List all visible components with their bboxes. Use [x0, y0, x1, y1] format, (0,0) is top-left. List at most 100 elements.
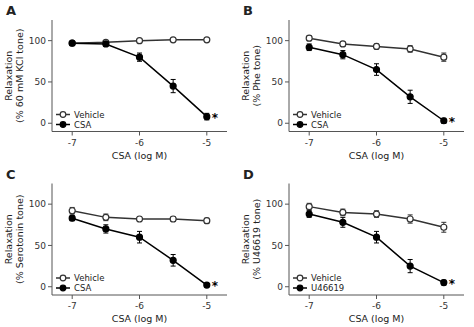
- panel: A050100-7-6-5CSA (log M)Relaxation(% 60 …: [3, 3, 227, 161]
- legend-marker: [60, 112, 66, 118]
- y-axis-line: [52, 20, 53, 132]
- y-tick: [48, 286, 52, 287]
- plot-area: [306, 35, 447, 124]
- point: [170, 83, 176, 89]
- panel-label: B: [243, 3, 253, 18]
- y-tick-label: 50: [272, 241, 284, 251]
- point: [170, 37, 176, 43]
- plot-area: [69, 207, 210, 288]
- point: [340, 209, 346, 215]
- point: [137, 54, 143, 60]
- legend: VehicleU46619: [293, 273, 344, 293]
- point: [407, 46, 413, 52]
- point: [407, 263, 413, 269]
- legend-label: CSA: [311, 120, 328, 130]
- x-tick: [72, 295, 73, 299]
- y-tick: [285, 245, 289, 246]
- series-line: [309, 47, 444, 121]
- panel-label: D: [243, 167, 254, 182]
- y-tick-label: 50: [35, 241, 47, 251]
- x-tick: [309, 295, 310, 299]
- y-axis-label: Relaxation(% U46619 tone): [240, 199, 262, 280]
- point: [374, 43, 380, 49]
- x-tick-label: -5: [202, 138, 211, 148]
- point: [306, 204, 312, 210]
- error-bar: [374, 231, 379, 243]
- x-tick-label: -5: [439, 138, 448, 148]
- series-line: [72, 218, 207, 285]
- legend: VehicleCSA: [56, 273, 104, 293]
- y-tick: [285, 286, 289, 287]
- y-tick-label: 100: [266, 199, 283, 209]
- point: [407, 94, 413, 100]
- error-bar: [374, 211, 379, 218]
- x-tick: [309, 132, 310, 136]
- error-bar: [171, 79, 176, 92]
- x-tick: [139, 132, 140, 136]
- y-axis-line: [289, 20, 290, 132]
- x-tick-label: -5: [202, 301, 211, 311]
- point: [306, 211, 312, 217]
- legend-marker: [60, 122, 66, 128]
- y-axis-line: [289, 184, 290, 296]
- panel: C050100-7-6-5CSA (log M)Relaxation(% Ser…: [3, 167, 227, 325]
- point: [306, 44, 312, 50]
- x-tick-label: -7: [305, 138, 314, 148]
- error-bar: [340, 209, 345, 216]
- x-tick: [206, 132, 207, 136]
- error-bar: [103, 41, 108, 46]
- x-tick-label: -7: [305, 301, 314, 311]
- legend-label: Vehicle: [74, 273, 104, 283]
- annotation: *: [449, 115, 456, 129]
- y-tick: [48, 245, 52, 246]
- x-tick-label: -5: [439, 301, 448, 311]
- error-bar: [103, 214, 108, 221]
- point: [340, 219, 346, 225]
- y-tick: [285, 204, 289, 205]
- error-bar: [441, 53, 446, 61]
- point: [306, 35, 312, 41]
- panel-label: C: [6, 167, 16, 182]
- error-bar: [171, 217, 176, 222]
- y-tick: [48, 204, 52, 205]
- point: [103, 226, 109, 232]
- x-tick-label: -6: [135, 138, 144, 148]
- x-tick: [443, 132, 444, 136]
- panel-label: A: [6, 3, 16, 18]
- y-tick-label: 0: [40, 118, 46, 128]
- point: [340, 52, 346, 58]
- x-tick: [376, 295, 377, 299]
- x-tick-label: -7: [68, 301, 77, 311]
- error-bar: [441, 222, 446, 232]
- x-tick: [206, 295, 207, 299]
- error-bar: [171, 255, 176, 267]
- legend-label: Vehicle: [74, 110, 104, 120]
- point: [441, 118, 447, 124]
- annotation: *: [212, 279, 219, 293]
- point: [374, 211, 380, 217]
- y-tick-label: 0: [277, 118, 283, 128]
- error-bar: [441, 118, 446, 123]
- error-bar: [408, 90, 413, 103]
- y-tick: [285, 40, 289, 41]
- annotation: *: [212, 111, 219, 125]
- y-tick-label: 0: [277, 282, 283, 292]
- error-bar: [204, 218, 209, 223]
- y-tick-label: 50: [272, 77, 284, 87]
- y-tick: [48, 81, 52, 82]
- error-bar: [307, 211, 312, 218]
- error-bar: [307, 203, 312, 210]
- point: [407, 216, 413, 222]
- point: [204, 282, 210, 288]
- y-tick-label: 0: [40, 282, 46, 292]
- point: [374, 234, 380, 240]
- point: [137, 216, 143, 222]
- plot-area: [69, 37, 210, 120]
- point: [374, 67, 380, 73]
- point: [69, 215, 75, 221]
- error-bar: [137, 231, 142, 243]
- error-bar: [70, 216, 75, 221]
- x-tick-label: -6: [135, 301, 144, 311]
- legend: VehicleCSA: [56, 110, 104, 130]
- x-axis-label: CSA (log M): [112, 313, 167, 324]
